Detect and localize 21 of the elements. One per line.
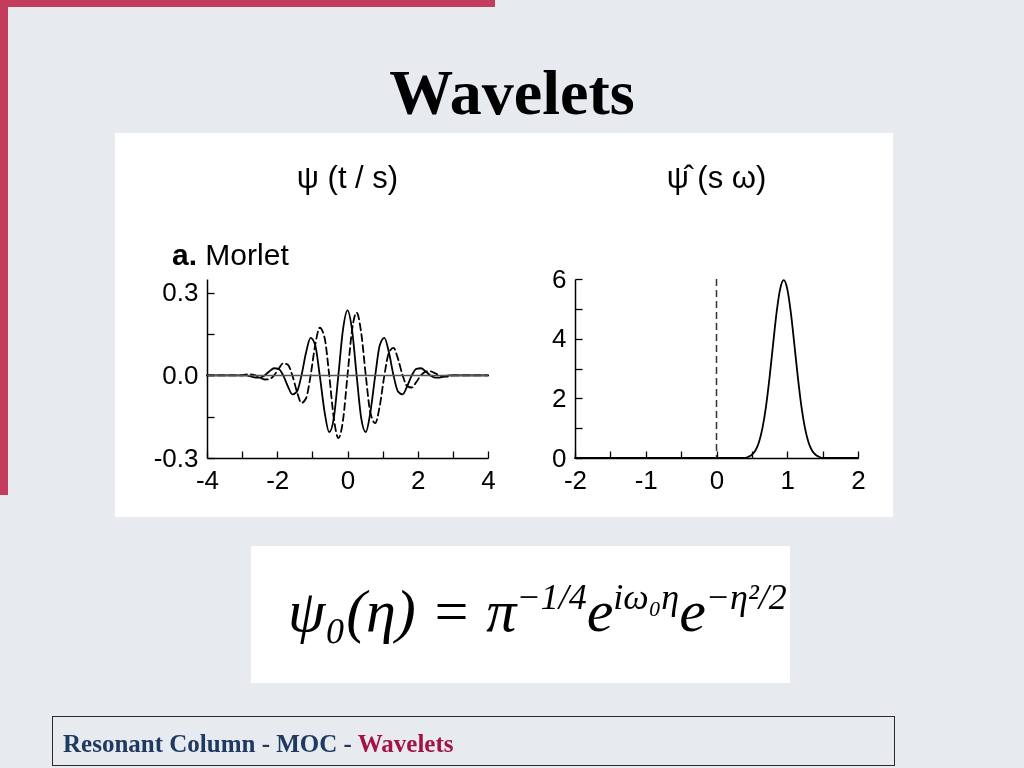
x-tick-label: -1 xyxy=(634,464,658,495)
y-tick-label: 0.3 xyxy=(162,277,199,308)
x-tick-label: 0 xyxy=(709,464,725,495)
text: a. Morlet xyxy=(172,238,289,271)
y-tick-label: 4 xyxy=(552,323,567,354)
chart-title: ψ (t / s) xyxy=(296,160,399,195)
y-tick-label: 2 xyxy=(552,382,567,413)
x-tick-label: -2 xyxy=(266,464,290,495)
text: Resonant Column - MOC - xyxy=(63,730,352,757)
y-tick-label: 0.0 xyxy=(162,359,199,390)
x-tick-label: 2 xyxy=(851,464,866,495)
y-tick-label: -0.3 xyxy=(153,442,199,473)
text: Wavelets xyxy=(389,56,635,130)
text: ψ₀(η) = π$^{−1/4}$e$^{iω₀η}$e$^{−η²/2}$ xyxy=(288,577,787,646)
x-tick-label: 2 xyxy=(411,464,426,495)
x-tick-label: 1 xyxy=(780,464,795,495)
y-tick-label: 6 xyxy=(552,263,567,294)
text: Wavelets xyxy=(356,730,454,757)
chart-title: ψ̂ (s ω) xyxy=(666,160,767,195)
x-tick-label: 0 xyxy=(340,464,356,495)
x-tick-label: 4 xyxy=(481,464,496,495)
